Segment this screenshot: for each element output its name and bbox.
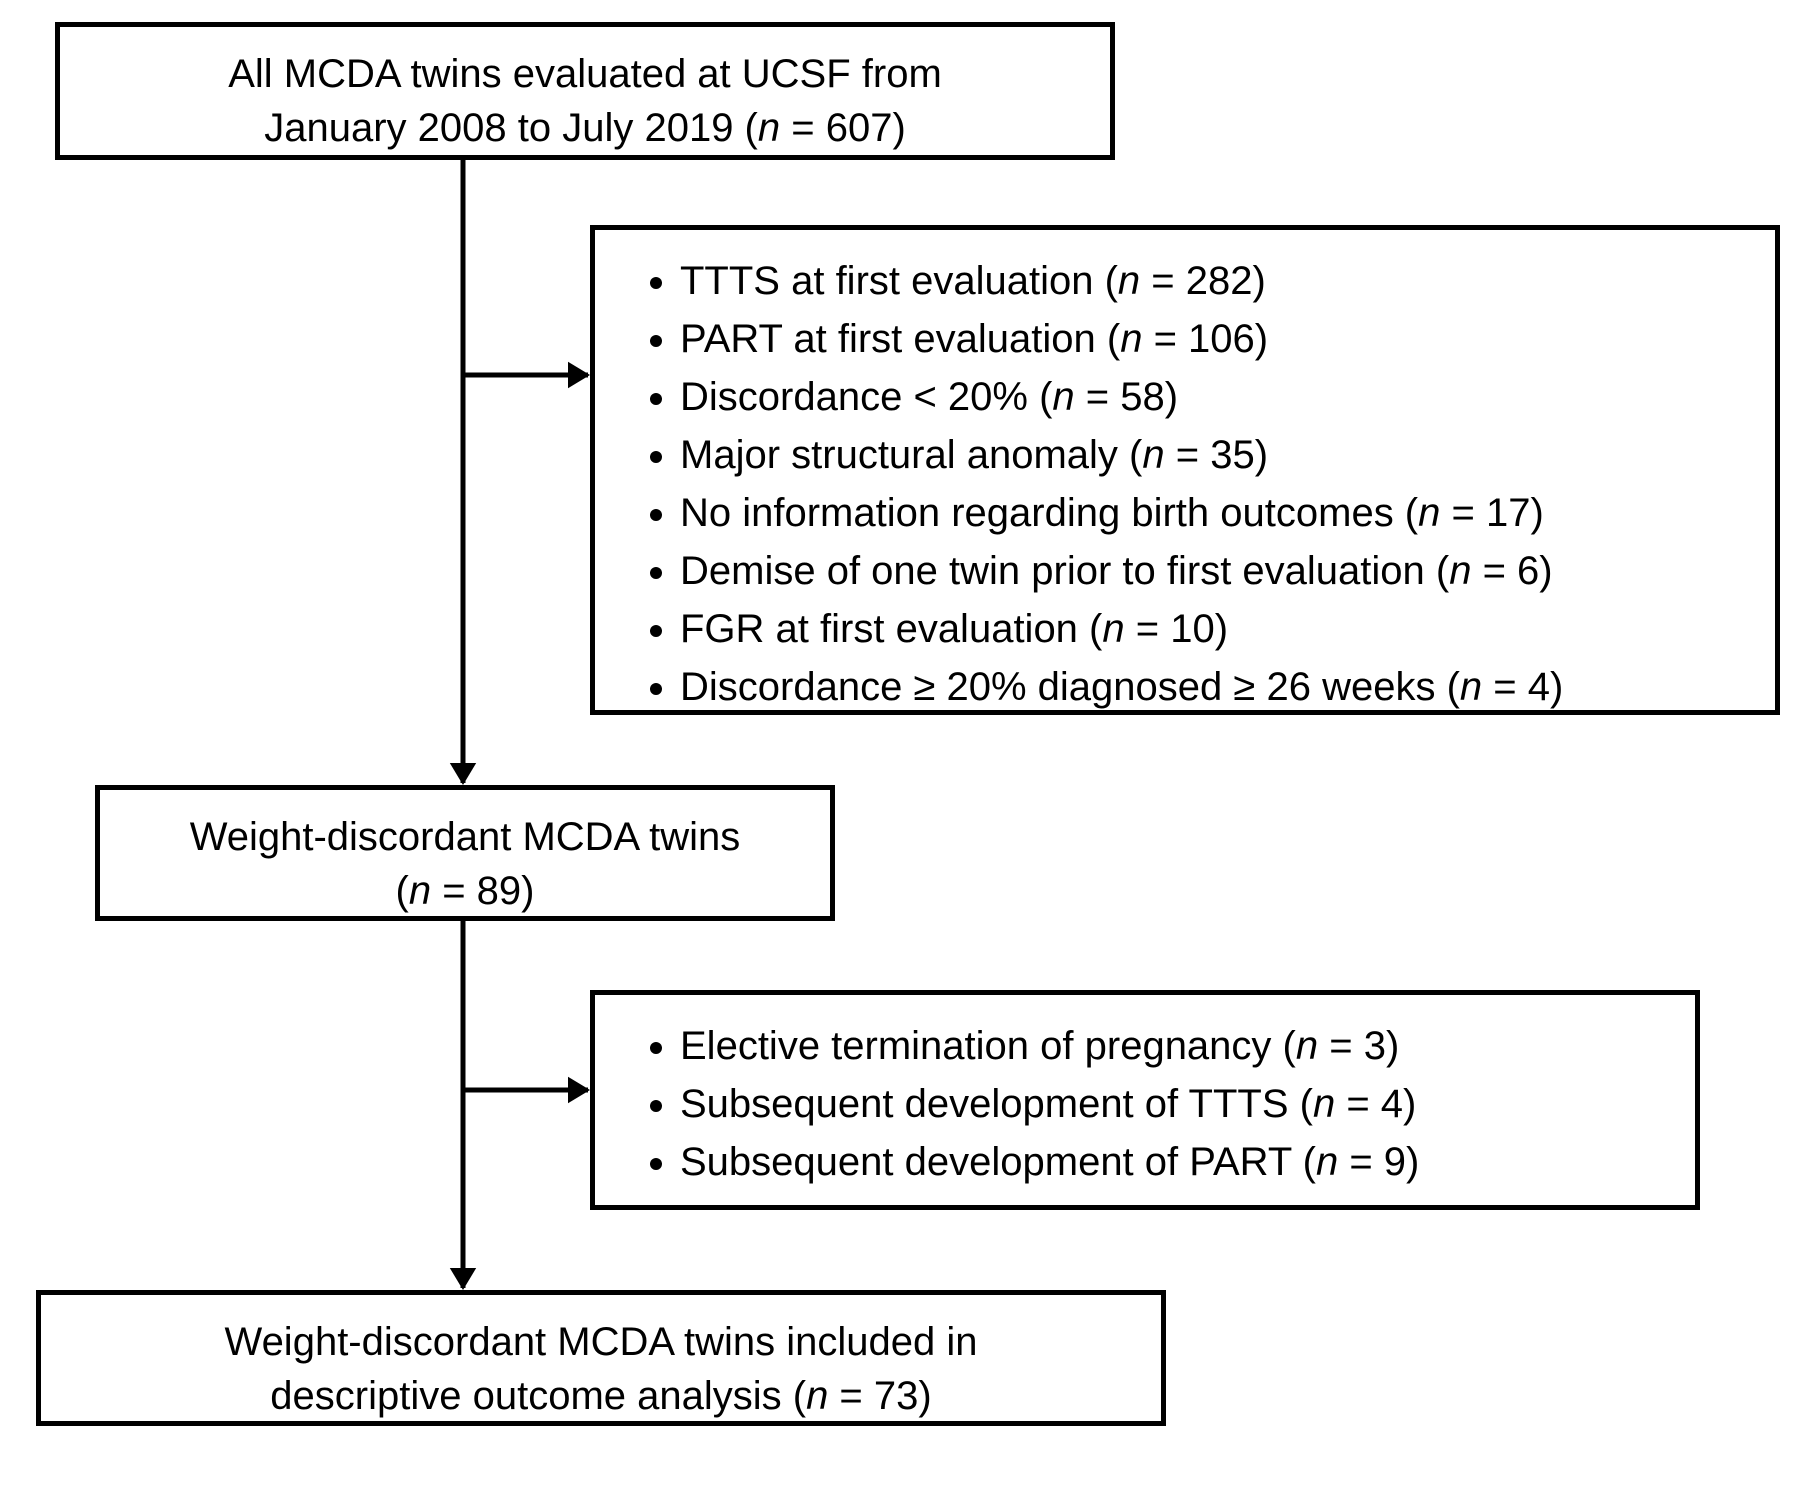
exclusion-item: FGR at first evaluation (n = 10) bbox=[680, 602, 1745, 656]
flowchart-node-exclusions-2: Elective termination of pregnancy (n = 3… bbox=[590, 990, 1700, 1210]
exclusion-item: PART at first evaluation (n = 106) bbox=[680, 312, 1745, 366]
exclusion-item: TTTS at first evaluation (n = 282) bbox=[680, 254, 1745, 308]
exclusion-item: No information regarding birth outcomes … bbox=[680, 486, 1745, 540]
node-text: (n = 89) bbox=[130, 864, 800, 918]
flowchart-node-final: Weight-discordant MCDA twins included in… bbox=[36, 1290, 1166, 1426]
exclusion-item: Elective termination of pregnancy (n = 3… bbox=[680, 1019, 1665, 1073]
exclusion-item: Subsequent development of PART (n = 9) bbox=[680, 1135, 1665, 1189]
node-text: descriptive outcome analysis (n = 73) bbox=[71, 1369, 1131, 1423]
flowchart-node-exclusions-1: TTTS at first evaluation (n = 282) PART … bbox=[590, 225, 1780, 715]
exclusion-item: Discordance ≥ 20% diagnosed ≥ 26 weeks (… bbox=[680, 660, 1745, 714]
node-text: Weight-discordant MCDA twins included in bbox=[71, 1315, 1131, 1369]
exclusion-list: Elective termination of pregnancy (n = 3… bbox=[625, 1019, 1665, 1189]
exclusion-item: Demise of one twin prior to first evalua… bbox=[680, 544, 1745, 598]
node-text: All MCDA twins evaluated at UCSF from bbox=[90, 47, 1080, 101]
exclusion-item: Discordance < 20% (n = 58) bbox=[680, 370, 1745, 424]
exclusion-list: TTTS at first evaluation (n = 282) PART … bbox=[625, 254, 1745, 714]
node-text: January 2008 to July 2019 (n = 607) bbox=[90, 101, 1080, 155]
flowchart-node-start: All MCDA twins evaluated at UCSF from Ja… bbox=[55, 22, 1115, 160]
exclusion-item: Major structural anomaly (n = 35) bbox=[680, 428, 1745, 482]
exclusion-item: Subsequent development of TTTS (n = 4) bbox=[680, 1077, 1665, 1131]
flowchart-node-cohort: Weight-discordant MCDA twins (n = 89) bbox=[95, 785, 835, 921]
node-text: Weight-discordant MCDA twins bbox=[130, 810, 800, 864]
